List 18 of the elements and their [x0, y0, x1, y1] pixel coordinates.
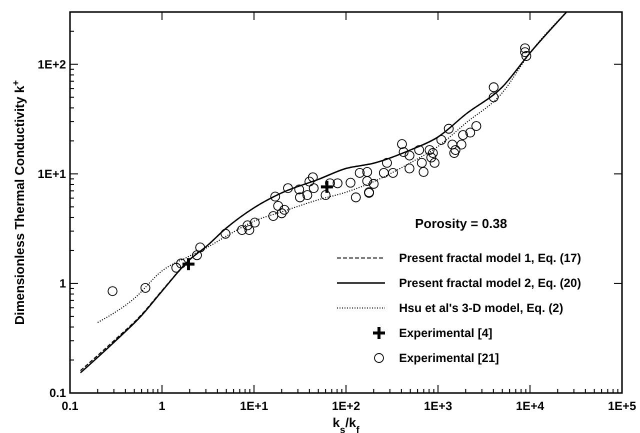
x-tick-label: 0.1: [62, 399, 79, 413]
y-tick-label: 0.1: [49, 386, 66, 400]
x-tick-label: 1: [158, 399, 166, 413]
legend-label: Experimental [4]: [399, 326, 492, 340]
y-tick-label: 1E+1: [38, 166, 66, 181]
x-axis-title: k$_{s}$/k$_{f}$: [332, 415, 360, 433]
annotation: Porosity = 0.38: [415, 216, 508, 231]
x-tick-label: 1E+4: [516, 399, 545, 413]
x-tick-label: 1E+1: [240, 399, 269, 413]
x-tick-label: 1E+3: [424, 399, 453, 413]
x-tick-label: 1E+5: [608, 399, 637, 413]
legend-label: Present fractal model 1, Eq. (17): [399, 251, 582, 265]
y-tick-label: 1: [59, 276, 66, 290]
x-tick-label: 1E+2: [332, 399, 361, 413]
legend-label: Present fractal model 2, Eq. (20): [399, 276, 582, 290]
y-tick-label: 1E+2: [38, 57, 66, 72]
legend-label: Hsu et al's 3-D model, Eq. (2): [399, 301, 564, 315]
legend-label: Experimental [21]: [399, 351, 500, 365]
